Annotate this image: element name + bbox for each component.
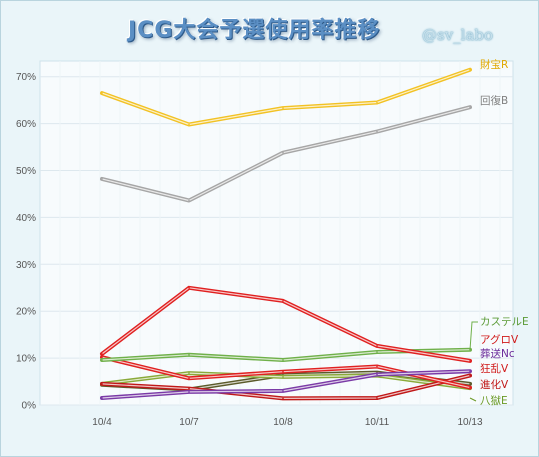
data-point xyxy=(376,345,378,347)
x-tick-label: 10/8 xyxy=(273,417,293,428)
data-point xyxy=(282,376,284,378)
data-point xyxy=(188,199,190,202)
y-tick-label: 10% xyxy=(16,354,36,365)
data-point xyxy=(469,370,471,373)
y-tick-label: 30% xyxy=(16,260,36,271)
data-point xyxy=(282,107,284,109)
chart-title: JCG大会予選使用率推移 xyxy=(128,18,381,43)
y-tick-label: 50% xyxy=(16,166,36,177)
data-point xyxy=(188,354,190,356)
data-point xyxy=(282,370,284,373)
y-tick-label: 60% xyxy=(16,119,36,130)
y-tick-label: 20% xyxy=(16,307,36,318)
data-point xyxy=(101,397,103,399)
data-point xyxy=(376,397,378,399)
data-point xyxy=(101,356,103,359)
data-point xyxy=(188,123,190,126)
x-tick-label: 10/4 xyxy=(92,417,112,428)
data-point xyxy=(282,300,284,302)
data-point xyxy=(469,386,471,389)
label-leader-line xyxy=(469,321,478,351)
data-point xyxy=(188,391,190,393)
data-point xyxy=(376,130,378,133)
data-point xyxy=(469,360,471,362)
series-label: 八獄E xyxy=(480,395,508,407)
x-tick-label: 10/7 xyxy=(179,417,199,428)
label-leader-line xyxy=(469,397,477,402)
series-label: カステルE xyxy=(480,316,529,328)
data-point xyxy=(469,68,471,71)
data-point xyxy=(376,373,378,376)
y-tick-label: 40% xyxy=(16,213,36,224)
y-axis: 0% 10% 20% 30% 40% 50% 60% 70% xyxy=(16,72,36,411)
data-point xyxy=(188,377,190,380)
data-point xyxy=(188,287,190,289)
data-point xyxy=(282,151,284,154)
data-point xyxy=(282,397,284,400)
gridlines xyxy=(40,61,513,406)
data-point xyxy=(101,178,103,180)
data-point xyxy=(469,106,471,108)
data-point xyxy=(282,390,284,392)
series-label: 財宝R xyxy=(480,58,508,71)
series-label: 狂乱V xyxy=(480,363,509,375)
series-label: アグロV xyxy=(480,333,519,346)
data-point xyxy=(188,372,190,374)
series-label: 葬送Nc xyxy=(480,347,515,360)
series-label: 進化V xyxy=(480,378,509,391)
author-handle: @sv_labo xyxy=(422,26,494,44)
data-point xyxy=(376,101,378,104)
series-label: 回復B xyxy=(480,94,508,107)
data-point xyxy=(101,359,103,361)
x-tick-label: 10/11 xyxy=(365,417,390,428)
data-point xyxy=(469,374,471,377)
y-tick-label: 0% xyxy=(22,401,37,412)
data-point xyxy=(469,383,471,385)
x-axis: 10/4 10/7 10/8 10/11 10/13 xyxy=(92,417,483,428)
data-point xyxy=(282,359,284,361)
data-point xyxy=(101,353,103,355)
data-point xyxy=(101,92,103,94)
data-point xyxy=(376,351,378,353)
data-point xyxy=(101,383,103,385)
data-point xyxy=(188,387,190,390)
x-tick-label: 10/13 xyxy=(457,417,482,428)
data-point xyxy=(376,365,378,368)
series-lines xyxy=(100,67,472,401)
y-tick-label: 70% xyxy=(16,72,36,83)
